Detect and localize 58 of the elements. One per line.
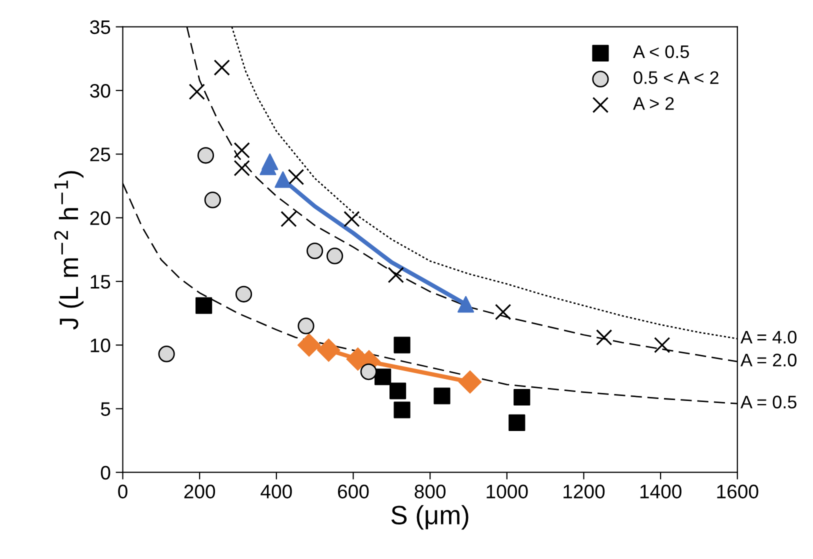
x-tick-label: 0 bbox=[118, 484, 128, 498]
point bbox=[234, 142, 250, 158]
y-tick-label: 30 bbox=[90, 84, 110, 98]
y-tick-label: 25 bbox=[90, 148, 110, 162]
point bbox=[234, 160, 250, 176]
x-tick-label: 1000 bbox=[486, 484, 528, 498]
point bbox=[317, 338, 340, 362]
point bbox=[280, 210, 297, 228]
point bbox=[214, 59, 230, 76]
y-axis-title: J (L m$^{−2}$ h$^{−1}$) bbox=[54, 171, 84, 330]
point bbox=[344, 210, 360, 228]
point bbox=[394, 402, 410, 418]
y-tick-label: 35 bbox=[90, 20, 110, 34]
point bbox=[596, 329, 612, 346]
point bbox=[654, 336, 670, 354]
point bbox=[298, 334, 321, 357]
point bbox=[235, 286, 252, 302]
y-tick-label: 0 bbox=[100, 466, 110, 480]
point bbox=[274, 171, 292, 188]
x-tick-label: 1600 bbox=[717, 484, 758, 498]
point bbox=[204, 192, 221, 208]
legend-label: 0.5 < A < 2 bbox=[634, 71, 718, 84]
point bbox=[394, 336, 410, 354]
y-tick-label: 10 bbox=[90, 338, 110, 352]
legend-label: A > 2 bbox=[633, 97, 674, 110]
x-axis-title: S (μm) bbox=[391, 505, 468, 530]
x-tick-label: 600 bbox=[338, 484, 369, 498]
point bbox=[514, 388, 530, 406]
y-tick-label: 15 bbox=[90, 275, 110, 289]
point bbox=[434, 388, 450, 404]
x-tick-label: 200 bbox=[184, 484, 216, 498]
point bbox=[374, 368, 392, 386]
point bbox=[197, 147, 214, 164]
point bbox=[158, 346, 175, 362]
point bbox=[494, 304, 512, 320]
legend-label: A < 0.5 bbox=[633, 45, 689, 58]
point bbox=[196, 297, 212, 314]
point bbox=[360, 363, 377, 380]
y-tick-label: 5 bbox=[100, 402, 110, 416]
point bbox=[298, 318, 314, 334]
point bbox=[326, 248, 344, 264]
x-tick-label: 1400 bbox=[640, 484, 682, 498]
x-tick-label: 400 bbox=[260, 484, 292, 498]
point bbox=[458, 370, 482, 394]
point bbox=[306, 242, 324, 260]
point bbox=[188, 84, 206, 100]
series-label: A = 2.0 bbox=[740, 354, 796, 366]
point bbox=[388, 266, 404, 284]
series-label: A = 0.5 bbox=[740, 396, 796, 408]
x-tick-label: 800 bbox=[414, 484, 446, 498]
point bbox=[458, 296, 474, 313]
series-label: A = 4.0 bbox=[740, 330, 796, 344]
y-tick-label: 20 bbox=[90, 211, 110, 226]
point bbox=[288, 168, 304, 186]
point bbox=[262, 153, 278, 170]
point bbox=[390, 382, 406, 400]
point bbox=[508, 414, 526, 432]
x-tick-label: 1200 bbox=[564, 484, 605, 498]
